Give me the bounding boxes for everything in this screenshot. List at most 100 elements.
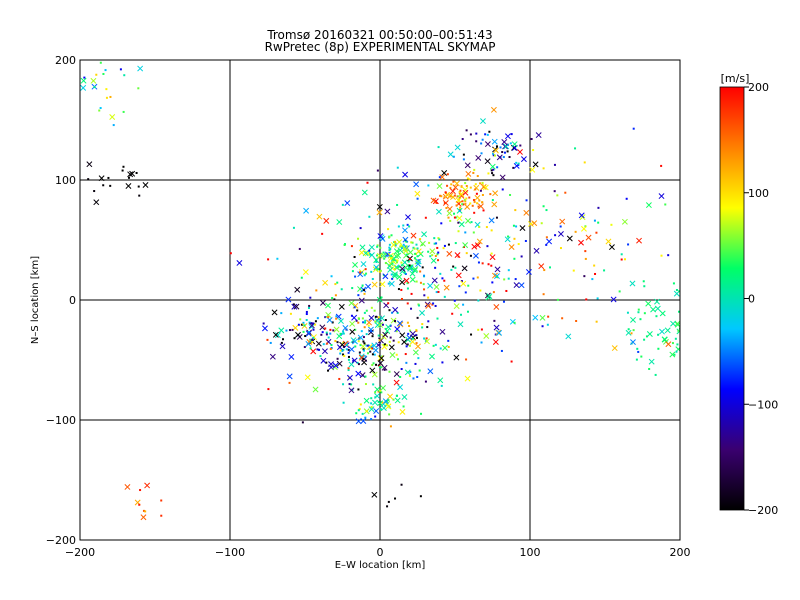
data-point-dot	[402, 243, 405, 246]
data-point-dot	[435, 201, 438, 204]
chart-subtitle: RwPretec (8p) EXPERIMENTAL SKYMAP	[265, 40, 496, 54]
data-point-dot	[307, 330, 310, 333]
data-point-cross	[388, 280, 395, 287]
data-point-dot	[342, 353, 345, 356]
data-point-cross	[393, 379, 400, 386]
data-point-cross	[402, 248, 409, 254]
data-point-cross	[480, 118, 486, 125]
data-point-dot	[455, 204, 458, 207]
data-point-dot	[559, 247, 562, 250]
data-point-dot	[370, 397, 373, 400]
data-point-dot	[303, 324, 306, 327]
data-point-cross	[274, 332, 281, 339]
data-point-dot	[346, 343, 349, 346]
data-point-cross	[412, 266, 419, 273]
data-point-cross	[129, 170, 136, 177]
data-point-dot	[391, 262, 394, 265]
data-point-dot	[102, 72, 105, 75]
data-point-dot	[359, 344, 362, 347]
data-point-cross	[399, 265, 406, 272]
data-point-dot	[464, 182, 467, 185]
data-point-dot	[480, 142, 483, 145]
data-point-dot	[339, 349, 342, 352]
data-point-dot	[469, 186, 472, 189]
data-point-cross	[430, 257, 437, 264]
data-point-dot	[437, 259, 440, 262]
data-point-cross	[429, 353, 435, 360]
data-point-cross	[369, 367, 376, 374]
data-point-dot	[406, 287, 409, 290]
data-point-cross	[374, 317, 381, 324]
data-point-dot	[364, 268, 367, 271]
data-point-dot	[517, 162, 520, 165]
data-point-cross	[393, 371, 400, 377]
data-point-cross	[453, 354, 460, 361]
data-point-dot	[654, 373, 657, 376]
data-point-cross	[380, 405, 387, 411]
data-point-dot	[491, 281, 494, 284]
data-point-cross	[360, 343, 367, 350]
data-point-dot	[380, 255, 383, 258]
data-point-cross	[396, 320, 403, 327]
data-point-dot	[642, 280, 645, 283]
data-point-dot	[316, 348, 319, 351]
data-point-cross	[286, 373, 293, 380]
data-point-dot	[583, 275, 586, 278]
data-point-dot	[466, 310, 469, 313]
data-point-dot	[391, 277, 394, 280]
data-point-dot	[291, 328, 294, 331]
data-point-dot	[446, 173, 449, 176]
data-point-dot	[138, 503, 141, 506]
data-point-cross	[511, 141, 518, 148]
data-point-dot	[335, 315, 338, 318]
data-point-cross	[381, 343, 388, 350]
data-point-dot	[408, 264, 411, 267]
data-point-dot	[491, 172, 494, 175]
data-point-dot	[660, 164, 663, 167]
data-point-dot	[347, 355, 350, 358]
data-point-dot	[442, 247, 445, 250]
data-point-dot	[364, 319, 367, 322]
data-point-dot	[476, 175, 479, 178]
data-point-dot	[437, 146, 440, 149]
data-point-cross	[529, 166, 536, 173]
data-point-dot	[480, 152, 483, 155]
data-point-dot	[394, 240, 397, 243]
data-point-dot	[480, 328, 483, 331]
data-point-dot	[584, 250, 587, 253]
data-point-cross	[379, 281, 386, 288]
data-point-dot	[376, 244, 379, 247]
data-point-dot	[462, 158, 465, 161]
data-point-dot	[632, 329, 635, 332]
data-point-dot	[443, 244, 446, 247]
data-point-dot	[478, 225, 481, 228]
data-point-dot	[93, 190, 96, 193]
data-point-dot	[351, 270, 354, 273]
data-point-cross	[392, 306, 399, 313]
data-point-cross	[465, 170, 472, 177]
data-point-dot	[496, 166, 499, 169]
data-point-dot	[303, 346, 306, 349]
data-point-dot	[515, 225, 518, 228]
data-point-dot	[374, 396, 377, 399]
data-point-cross	[288, 353, 295, 360]
data-point-dot	[657, 333, 660, 336]
data-point-cross	[392, 271, 398, 278]
data-point-dot	[493, 154, 496, 157]
data-point-dot	[487, 172, 490, 175]
data-point-cross	[368, 252, 375, 259]
data-point-cross	[474, 242, 481, 249]
data-point-dot	[436, 253, 439, 256]
data-point-dot	[477, 261, 480, 264]
data-point-dot	[459, 189, 462, 192]
data-point-dot	[359, 227, 362, 230]
data-point-cross	[669, 351, 676, 358]
data-point-dot	[591, 278, 594, 281]
data-point-dot	[524, 239, 527, 242]
data-point-dot	[530, 138, 533, 141]
data-point-dot	[366, 181, 369, 184]
data-point-cross	[399, 279, 406, 286]
data-point-dot	[357, 409, 360, 412]
data-point-cross	[415, 343, 421, 350]
data-point-dot	[417, 357, 420, 360]
